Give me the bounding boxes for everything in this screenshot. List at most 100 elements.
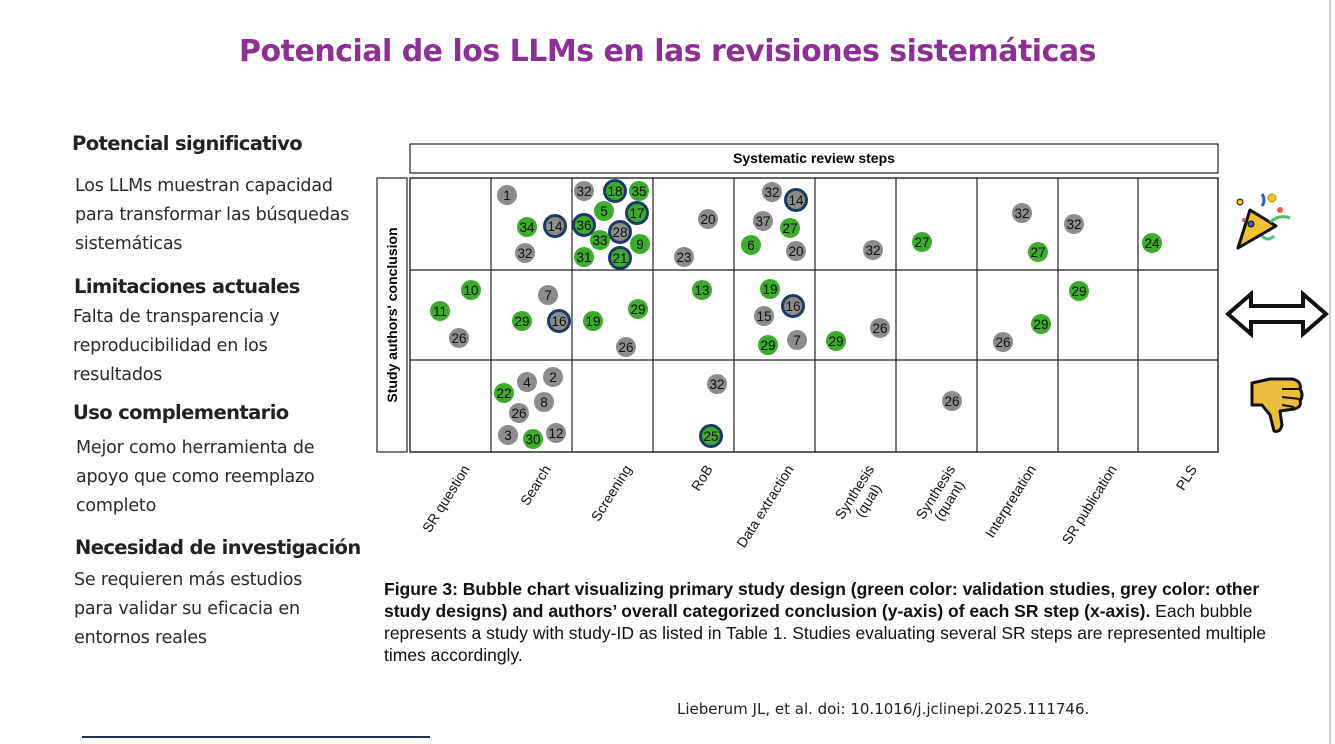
bubble-circle xyxy=(543,214,567,238)
bubble-circle xyxy=(430,301,450,321)
bubble-circle xyxy=(754,306,774,326)
bubble-circle xyxy=(698,209,718,229)
bubble-label: 29 xyxy=(828,334,843,349)
bubble-study-32: 32 xyxy=(574,181,594,201)
bubble-label: 37 xyxy=(755,214,770,229)
bubble-circle xyxy=(870,318,890,338)
bubble-circle xyxy=(572,213,596,237)
bubble-circle xyxy=(603,179,627,203)
bubble-circle xyxy=(784,188,808,212)
thumbs-down-icon xyxy=(1250,377,1304,433)
bubble-label: 29 xyxy=(514,314,529,329)
bubble-label: 32 xyxy=(1014,206,1029,221)
bubble-circle xyxy=(781,294,805,318)
bubble-label: 8 xyxy=(540,395,548,410)
bubble-label: 31 xyxy=(576,250,591,265)
bubble-circle xyxy=(583,311,603,331)
text-complementary: Mejor como herramienta de apoyo que como… xyxy=(76,438,315,516)
bubble-label: 25 xyxy=(703,429,718,444)
bubble-study-23: 23 xyxy=(674,247,694,267)
bubble-study-29: 29 xyxy=(826,331,846,351)
bubble-label: 17 xyxy=(629,206,644,221)
bubble-study-5: 5 xyxy=(594,201,614,221)
bubble-circle xyxy=(449,328,469,348)
bubble-circle xyxy=(692,280,712,300)
bubble-study-36: 36 xyxy=(572,213,596,237)
bubble-circle xyxy=(461,280,481,300)
bubble-study-31: 31 xyxy=(574,247,594,267)
bubble-study-20: 20 xyxy=(786,241,806,261)
caption-bold: Figure 3: Bubble chart visualizing prima… xyxy=(384,579,1260,621)
bubble-circle xyxy=(628,299,648,319)
bubble-label: 4 xyxy=(523,375,531,390)
bubble-label: 19 xyxy=(762,282,777,297)
bubble-study-28: 28 xyxy=(608,220,632,244)
bubble-study-10: 10 xyxy=(461,280,481,300)
bubble-label: 11 xyxy=(433,304,447,319)
bubble-study-26: 26 xyxy=(509,403,529,423)
bubble-label: 32 xyxy=(576,184,591,199)
slide-title: Potencial de los LLMs en las revisiones … xyxy=(239,34,1096,69)
bubble-study-14: 14 xyxy=(784,188,808,212)
bubble-circle xyxy=(625,201,649,225)
bubble-study-6: 6 xyxy=(741,235,761,255)
bubble-circle xyxy=(608,246,632,270)
heading-limitations: Limitaciones actuales xyxy=(74,275,300,298)
bubble-circle xyxy=(758,335,778,355)
bubble-label: 23 xyxy=(676,250,691,265)
bubble-study-19: 19 xyxy=(583,311,603,331)
bubble-study-17: 17 xyxy=(625,201,649,225)
chart-title: Systematic review steps xyxy=(733,150,895,166)
bubble-study-27: 27 xyxy=(912,232,932,252)
bubble-label: 14 xyxy=(547,219,563,234)
bubble-study-32: 32 xyxy=(707,374,727,394)
bubble-study-7: 7 xyxy=(787,330,807,350)
bubble-label: 19 xyxy=(585,314,600,329)
bubble-circle xyxy=(760,279,780,299)
bubble-study-26: 26 xyxy=(449,328,469,348)
bubble-label: 35 xyxy=(631,184,646,199)
bubble-study-13: 13 xyxy=(692,280,712,300)
bubble-label: 26 xyxy=(451,331,466,346)
bubble-circle xyxy=(787,330,807,350)
bubble-label: 10 xyxy=(463,283,478,298)
bubble-circle xyxy=(512,311,532,331)
bubble-circle xyxy=(1064,214,1084,234)
bubble-label: 32 xyxy=(1066,217,1081,232)
bubble-label: 36 xyxy=(576,218,591,233)
bubble-circle xyxy=(494,383,514,403)
bubble-study-3: 3 xyxy=(498,425,518,445)
bubble-study-26: 26 xyxy=(993,332,1013,352)
bubble-study-29: 29 xyxy=(758,335,778,355)
bubble-circle xyxy=(534,392,554,412)
bubble-label: 6 xyxy=(747,238,755,253)
text-research: Se requieren más estudios para validar s… xyxy=(74,570,303,648)
bubble-label: 30 xyxy=(525,432,540,447)
bubble-circle xyxy=(594,201,614,221)
bubble-study-26: 26 xyxy=(942,391,962,411)
bubble-label: 27 xyxy=(1030,245,1045,260)
bubble-label: 1 xyxy=(503,188,511,203)
bubble-study-19: 19 xyxy=(760,279,780,299)
heading-potential: Potencial significativo xyxy=(72,132,303,155)
bubble-circle xyxy=(942,391,962,411)
bubble-circle xyxy=(1031,314,1051,334)
bubble-study-22: 22 xyxy=(494,383,514,403)
party-popper-icon xyxy=(1236,193,1291,250)
bubble-circle xyxy=(1012,203,1032,223)
bubble-circle xyxy=(543,367,563,387)
bubble-study-33: 33 xyxy=(590,230,610,250)
figure-caption: Figure 3: Bubble chart visualizing prima… xyxy=(384,578,1299,666)
bubble-study-29: 29 xyxy=(512,311,532,331)
bubble-label: 7 xyxy=(793,333,801,348)
bubble-circle xyxy=(993,332,1013,352)
bubble-circle xyxy=(863,240,883,260)
bubble-circle xyxy=(538,285,558,305)
bubble-circle xyxy=(1028,242,1048,262)
bubble-circle xyxy=(574,181,594,201)
bubble-label: 13 xyxy=(694,283,709,298)
bubble-study-35: 35 xyxy=(629,181,649,201)
bubble-study-27: 27 xyxy=(1028,242,1048,262)
bubble-label: 27 xyxy=(782,221,797,236)
